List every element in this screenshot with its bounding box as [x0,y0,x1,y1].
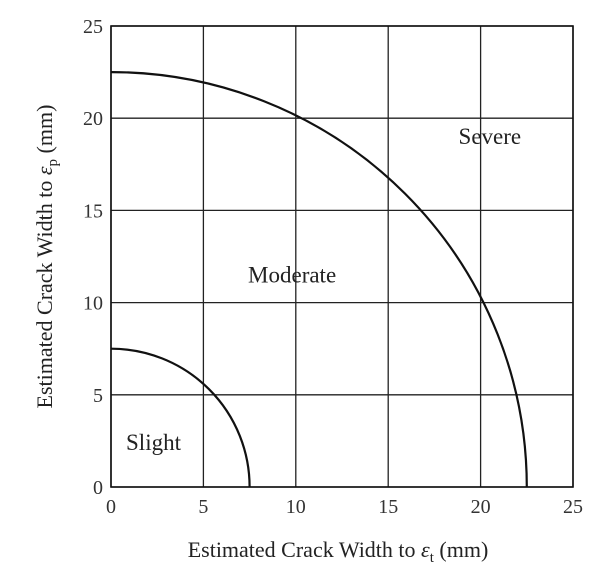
x-tick-label: 20 [471,496,491,518]
y-tick-labels: 0 5 10 15 20 25 [83,16,103,499]
y-tick-label: 10 [83,293,103,315]
x-tick-label: 25 [563,496,583,518]
x-tick-label: 10 [286,496,306,518]
x-axis-title: Estimated Crack Width to εt (mm) [188,537,489,566]
y-tick-label: 5 [93,385,103,407]
y-tick-label: 25 [83,16,103,38]
x-tick-label: 15 [378,496,398,518]
x-axis-title-suffix: (mm) [434,537,488,562]
x-tick-label: 5 [198,496,208,518]
y-axis-title-suffix: (mm) [32,105,57,159]
zone-labels: Slight Moderate Severe [126,124,521,455]
zone-label-slight: Slight [126,430,182,455]
zone-label-moderate: Moderate [248,262,336,287]
y-axis-title: Estimated Crack Width to εp (mm) [32,105,61,409]
zone-label-severe: Severe [459,124,522,149]
y-tick-label: 0 [93,477,103,499]
x-tick-label: 0 [106,496,116,518]
y-tick-label: 15 [83,200,103,222]
x-tick-labels: 0 5 10 15 20 25 [106,496,583,518]
x-axis-title-prefix: Estimated Crack Width to [188,537,421,562]
y-axis-title-symbol: ε [32,166,57,175]
severity-boundaries [110,71,528,488]
x-axis-title-symbol: ε [421,537,430,562]
grid [110,25,574,488]
y-tick-label: 20 [83,108,103,130]
boundary-curve-2 [110,71,528,488]
y-axis-title-prefix: Estimated Crack Width to [32,175,57,408]
x-axis-title-subscript: t [430,550,435,566]
y-axis-title-subscript: p [45,159,61,167]
boundary-curve-1 [110,347,251,488]
plot-frame [110,25,574,488]
